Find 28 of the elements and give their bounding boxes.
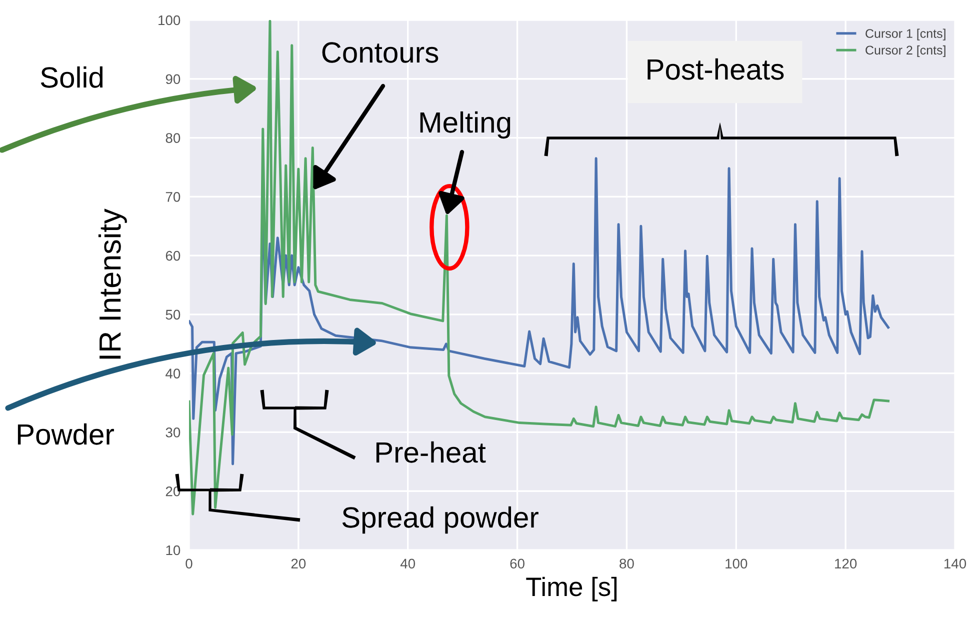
legend-label: Cursor 2 [cnts] [866,45,946,58]
annotation: Contours [322,42,438,63]
y-tick-label: 100 [158,15,180,26]
y-tick-label: 90 [166,74,180,84]
y-tick-label: 60 [166,250,180,261]
annotation: Post-heats [648,58,784,80]
x-axis-title: Time [s] [526,576,617,602]
text: Powder [18,423,114,445]
x-tick-label: 80 [620,558,634,569]
x-tick-label: 100 [726,558,748,569]
y-tick-label: 70 [166,192,180,202]
annotation: Melting [420,111,510,139]
x-tick-label: 140 [944,558,966,569]
x-tick-label: 40 [400,558,416,569]
y-axis-title: IR Intensity [98,208,127,359]
text: Solid [40,66,103,88]
annotation: Pre-heat [376,441,486,463]
y-tick-label: 50 [166,310,180,320]
annotation: Spread powder [342,506,538,534]
legend-label: Cursor 1 [cnts] [866,28,946,40]
y-tick-label: 30 [166,428,180,438]
x-tick-label: 60 [510,558,524,569]
y-tick-label: 40 [166,368,180,379]
y-tick-label: 80 [166,133,180,143]
y-tick-label: 10 [166,545,180,556]
x-tick-label: 0 [186,558,192,569]
x-tick-label: 20 [291,558,306,569]
x-tick-label: 120 [835,558,857,569]
